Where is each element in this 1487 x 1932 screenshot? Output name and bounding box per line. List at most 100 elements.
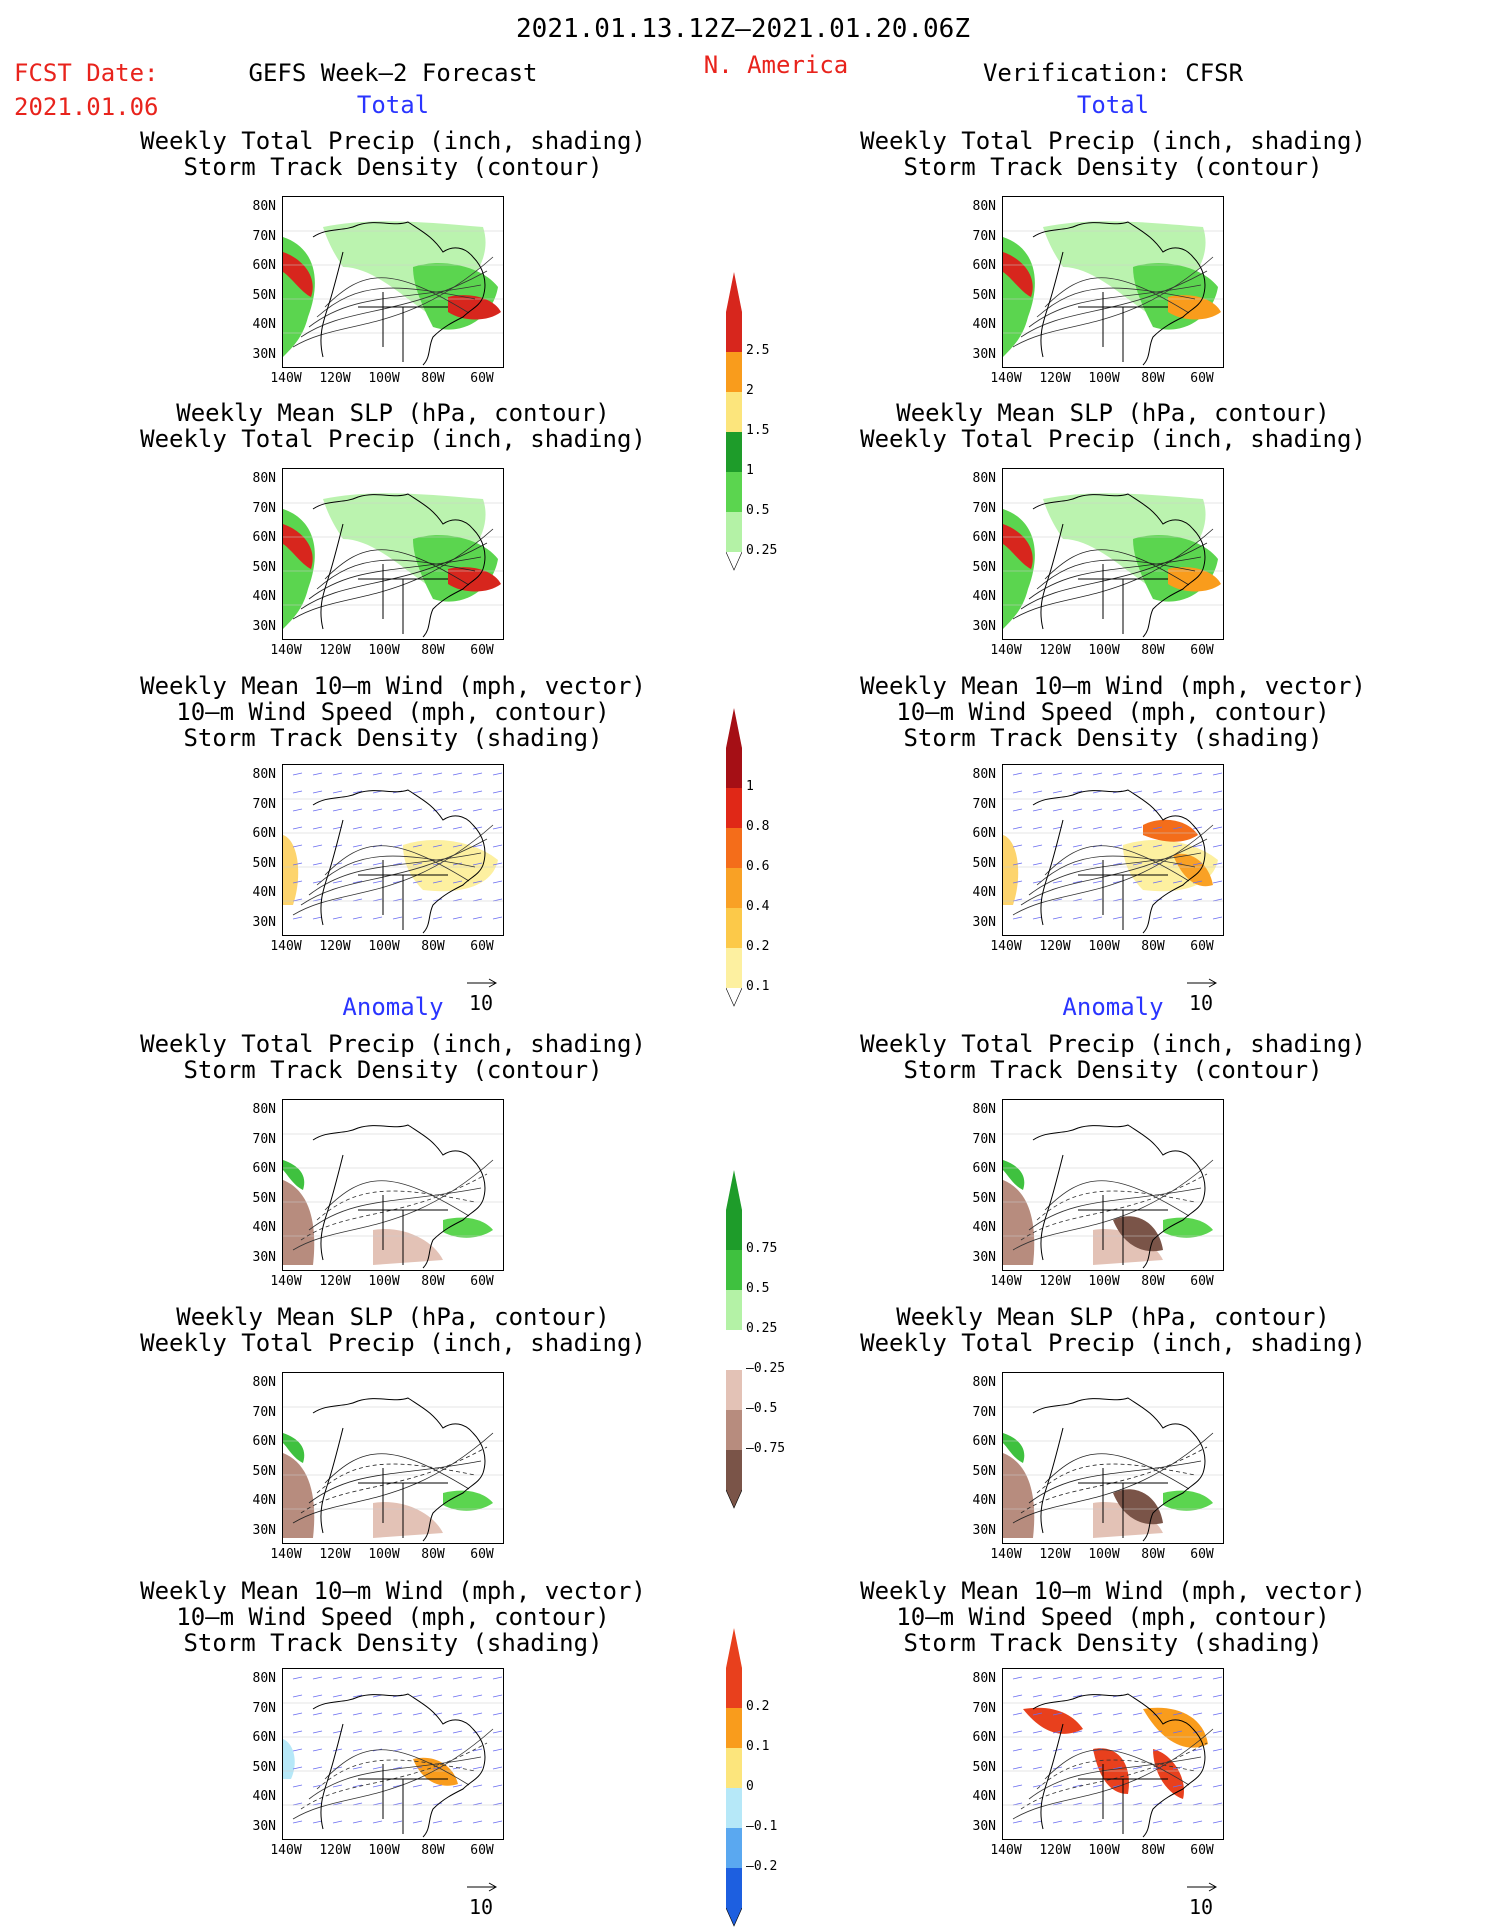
map-canvas <box>1003 493 1223 638</box>
lat-tick-label: 70N <box>252 796 276 812</box>
lon-tick-label: 60W <box>470 939 494 954</box>
colorbar-storm_anom <box>725 1628 743 1932</box>
lon-tick-label: 140W <box>990 371 1022 386</box>
lon-tick-label: 120W <box>1039 939 1071 954</box>
colorbar-label: 0.5 <box>746 1281 770 1296</box>
colorbar-label: 0.5 <box>746 503 770 518</box>
map-canvas <box>1003 221 1223 366</box>
lon-tick-label: 140W <box>270 939 302 954</box>
colorbar-precip_total <box>725 272 743 576</box>
lat-tick-label: 80N <box>252 1375 276 1390</box>
colorbar-label: 1 <box>746 779 754 794</box>
panel-title-line: Weekly Mean SLP (hPa, contour) <box>176 399 610 427</box>
map-panel-cfsr-5 <box>1002 1668 1224 1840</box>
lat-tick-label: 60N <box>972 530 996 545</box>
panel-title-line: Weekly Total Precip (inch, shading) <box>140 1030 646 1058</box>
lat-tick-label: 70N <box>972 228 996 244</box>
lat-tick-label: 30N <box>972 914 996 930</box>
panel-title-line: Weekly Mean 10–m Wind (mph, vector) <box>140 672 646 700</box>
lon-tick-label: 60W <box>1190 939 1214 954</box>
lon-tick-label: 140W <box>270 1274 302 1289</box>
panel-title-line: Weekly Total Precip (inch, shading) <box>860 1030 1366 1058</box>
lat-tick-label: 50N <box>252 855 276 871</box>
lon-tick-label: 120W <box>1039 1274 1071 1289</box>
lon-tick-label: 80W <box>1141 939 1165 954</box>
colorbar-label: 0.8 <box>746 819 770 834</box>
lat-tick-label: 80N <box>252 199 276 214</box>
lat-tick-label: 40N <box>972 1789 996 1804</box>
lat-tick-label: 30N <box>252 618 276 634</box>
lon-tick-label: 120W <box>319 1547 351 1562</box>
lon-tick-label: 100W <box>368 1843 400 1858</box>
lat-tick-label: 60N <box>972 1161 996 1176</box>
lat-tick-label: 40N <box>972 317 996 332</box>
total-label-right: Total <box>1076 91 1150 119</box>
map-canvas <box>283 772 503 934</box>
panel-title-line: Weekly Mean SLP (hPa, contour) <box>896 1303 1330 1331</box>
colorbar-label: –0.25 <box>746 1361 786 1376</box>
fcst-date-label: FCST Date: <box>14 59 159 87</box>
lat-tick-label: 40N <box>252 1493 276 1508</box>
lon-tick-label: 120W <box>319 371 351 386</box>
lat-tick-label: 30N <box>252 346 276 362</box>
colorbar-label: –0.5 <box>746 1401 778 1416</box>
panel-title-line: Weekly Total Precip (inch, shading) <box>860 1329 1366 1357</box>
lon-tick-label: 140W <box>990 1547 1022 1562</box>
lon-tick-label: 60W <box>470 1547 494 1562</box>
lon-tick-label: 140W <box>990 939 1022 954</box>
lat-tick-label: 80N <box>972 767 996 782</box>
panel-title-line: Weekly Mean 10–m Wind (mph, vector) <box>140 1577 646 1605</box>
lat-tick-label: 40N <box>972 589 996 604</box>
lat-tick-label: 30N <box>252 1522 276 1538</box>
lat-tick-label: 40N <box>972 1493 996 1508</box>
anomaly-label-right: Anomaly <box>1062 993 1164 1021</box>
lat-tick-label: 60N <box>252 530 276 545</box>
lon-tick-label: 80W <box>421 1843 445 1858</box>
colorbar-label: 0.6 <box>746 859 770 874</box>
panel-title-line: Weekly Total Precip (inch, shading) <box>140 1329 646 1357</box>
panel-title-line: Weekly Total Precip (inch, shading) <box>860 425 1366 453</box>
map-canvas <box>283 493 503 638</box>
map-canvas <box>283 1676 503 1838</box>
colorbar-label: 0.2 <box>746 939 770 954</box>
lat-tick-label: 80N <box>972 1671 996 1686</box>
lat-tick-label: 50N <box>972 1190 996 1206</box>
lat-tick-label: 40N <box>972 885 996 900</box>
lat-tick-label: 40N <box>252 1220 276 1235</box>
lon-tick-label: 100W <box>368 939 400 954</box>
panel-title-line: Weekly Mean 10–m Wind (mph, vector) <box>860 1577 1366 1605</box>
map-panel-cfsr-2 <box>1002 764 1224 936</box>
lat-tick-label: 30N <box>972 1522 996 1538</box>
lon-tick-label: 80W <box>421 939 445 954</box>
lon-tick-label: 100W <box>368 643 400 658</box>
lat-tick-label: 70N <box>972 500 996 516</box>
lat-tick-label: 70N <box>252 1131 276 1147</box>
lat-tick-label: 60N <box>972 258 996 273</box>
vector-reference: 10 <box>465 970 499 1014</box>
panel-title-line: Storm Track Density (shading) <box>903 1629 1323 1657</box>
map-panel-gefs-1 <box>282 468 504 640</box>
vector-reference-value: 10 <box>1189 991 1214 1015</box>
region-title: N. America <box>703 51 849 79</box>
lat-tick-label: 30N <box>252 914 276 930</box>
panel-title-line: 10–m Wind Speed (mph, contour) <box>176 1603 610 1631</box>
lat-tick-label: 70N <box>972 796 996 812</box>
lat-tick-label: 60N <box>252 1434 276 1449</box>
panel-title-line: 10–m Wind Speed (mph, contour) <box>896 1603 1330 1631</box>
map-canvas <box>1003 1676 1223 1838</box>
lat-tick-label: 60N <box>252 1730 276 1745</box>
vector-reference: 10 <box>1185 1874 1219 1918</box>
lat-tick-label: 50N <box>972 559 996 575</box>
lat-tick-label: 30N <box>252 1249 276 1265</box>
map-panel-gefs-0 <box>282 196 504 368</box>
lat-tick-label: 50N <box>252 1463 276 1479</box>
colorbar-label: 0.25 <box>746 1321 778 1336</box>
lon-tick-label: 80W <box>1141 1547 1165 1562</box>
lat-tick-label: 30N <box>972 346 996 362</box>
lon-tick-label: 140W <box>270 643 302 658</box>
lat-tick-label: 70N <box>972 1131 996 1147</box>
vector-reference: 10 <box>465 1874 499 1918</box>
map-panel-gefs-3 <box>282 1099 504 1271</box>
lat-tick-label: 80N <box>252 1102 276 1117</box>
lat-tick-label: 50N <box>972 1759 996 1775</box>
